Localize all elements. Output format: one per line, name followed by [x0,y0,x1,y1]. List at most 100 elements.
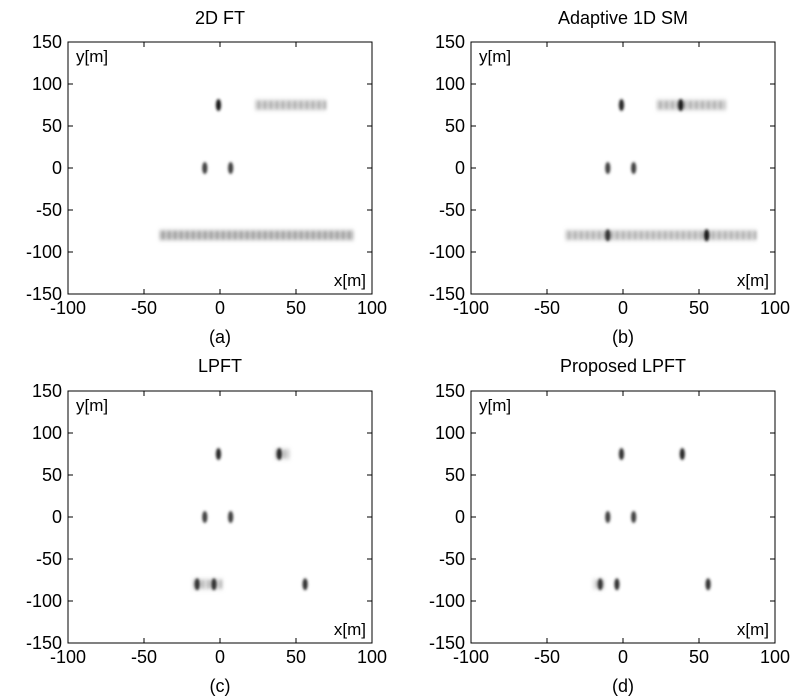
sidelobe-mark [264,231,267,240]
point-target [194,578,200,591]
x-tick-label: -100 [453,298,489,318]
sidelobe-mark [306,231,309,240]
y-tick-label: -50 [36,200,62,220]
sidelobe-mark [258,231,261,240]
panel-caption: (b) [612,327,634,347]
panel-a: 2D FT -100 -50 0 50 100-150-100-50050100150y… [26,8,387,347]
sidelobe-mark [671,101,674,109]
point-target [605,511,611,523]
sidelobe-mark [282,231,285,240]
smeared-target [254,100,327,110]
sidelobe-mark [323,101,326,109]
y-tick-label: 100 [32,74,62,94]
y-tick-label: 50 [42,116,62,136]
sidelobe-mark [281,101,284,109]
x-axis-label: x[m] [334,620,366,639]
sidelobe-mark [311,101,314,109]
panel-title: 2D FT [195,8,245,28]
plot-frame [470,41,776,295]
point-target [597,578,603,591]
y-tick-label: -100 [429,242,465,262]
y-tick-label: 100 [435,74,465,94]
sidelobe-mark [670,231,673,240]
sidelobe-mark [683,101,686,109]
panel-title: Proposed LPFT [560,356,686,376]
point-target [631,511,637,523]
sidelobe-mark [342,231,345,240]
sidelobe-mark [276,231,279,240]
y-tick-label: 50 [445,116,465,136]
sidelobe-mark [719,101,722,109]
point-target [614,578,620,591]
sidelobe-mark [240,231,243,240]
x-tick-label: 100 [357,298,387,318]
x-tick-label: 0 [618,647,628,667]
sidelobe-mark [598,231,601,240]
sidelobe-mark [312,231,315,240]
sidelobe-mark [634,231,637,240]
sidelobe-mark [742,231,745,240]
sidelobe-mark [234,231,237,240]
sidelobe-mark [198,231,201,240]
point-target [202,162,208,174]
x-tick-label: 0 [215,647,225,667]
y-tick-label: -100 [26,591,62,611]
point-target [679,448,685,460]
sidelobe-mark [592,231,595,240]
sidelobe-mark [682,231,685,240]
sidelobe-mark [283,450,286,458]
sidelobe-mark [192,231,195,240]
x-tick-label: -100 [50,298,86,318]
sidelobe-mark [299,101,302,109]
x-tick-label: -50 [534,298,560,318]
sidelobe-mark [754,231,757,240]
sidelobe-mark [586,231,589,240]
sidelobe-mark [168,231,171,240]
y-tick-label: 150 [435,32,465,52]
sidelobe-mark [718,231,721,240]
y-tick-label: 0 [455,158,465,178]
point-target [228,162,234,174]
sidelobe-mark [270,231,273,240]
plot-area: -100 -50 0 50 100-150-100-50050100150y[m]x[m… [429,32,790,318]
point-target [605,229,611,242]
point-target [618,99,625,111]
x-tick-label: 100 [760,298,790,318]
sidelobe-mark [707,101,710,109]
point-target [228,511,234,523]
sidelobe-mark [222,231,225,240]
sidelobe-mark [246,231,249,240]
sidelobe-mark [324,231,327,240]
x-tick-label: 100 [760,647,790,667]
sidelobe-mark [689,101,692,109]
sidelobe-mark [694,231,697,240]
sidelobe-mark [652,231,655,240]
plot-area: -100 -50 0 50 100-150-100-50050100150y[m]x[m… [26,32,387,318]
sidelobe-mark [252,231,255,240]
y-axis-label: y[m] [479,47,511,66]
sidelobe-mark [210,231,213,240]
sidelobe-mark [228,231,231,240]
sidelobe-mark [204,231,207,240]
sidelobe-mark [263,101,266,109]
panel-caption: (d) [612,676,634,696]
sidelobe-mark [658,231,661,240]
panel-b: Adaptive 1D SM -100 -50 0 50 100-150-100-500… [429,8,790,347]
sidelobe-mark [275,101,278,109]
sidelobe-mark [305,101,308,109]
sidelobe-mark [595,580,598,589]
sidelobe-mark [748,231,751,240]
y-tick-label: -50 [36,549,62,569]
point-target [705,578,711,591]
y-tick-label: -150 [429,633,465,653]
y-tick-label: -100 [26,242,62,262]
y-tick-label: -100 [429,591,465,611]
sidelobe-mark [712,231,715,240]
x-tick-label: 0 [618,298,628,318]
y-tick-label: 0 [52,158,62,178]
x-axis-label: x[m] [737,271,769,290]
sidelobe-mark [330,231,333,240]
sidelobe-mark [724,231,727,240]
x-axis-label: x[m] [334,271,366,290]
